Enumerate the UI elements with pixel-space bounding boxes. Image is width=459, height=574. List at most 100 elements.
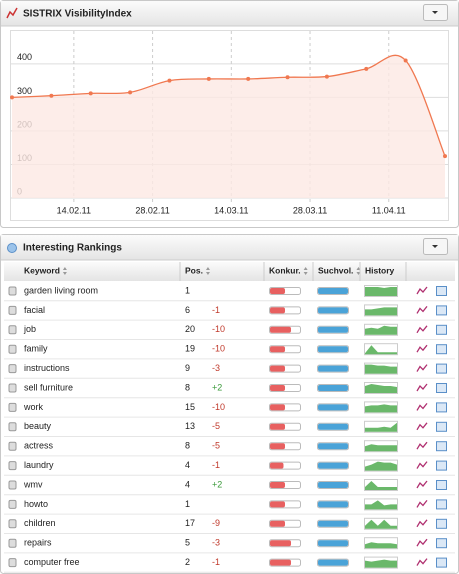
area xyxy=(12,55,445,198)
chart-link[interactable] xyxy=(416,499,428,508)
chart-link[interactable] xyxy=(416,286,428,295)
history-sparkline xyxy=(365,384,397,393)
x-tick-label: 14.03.11 xyxy=(214,205,248,215)
position-change: -9 xyxy=(212,518,220,528)
table-link[interactable] xyxy=(436,344,447,355)
konkur-bar xyxy=(270,423,285,430)
position: 13 xyxy=(185,421,195,431)
suchvol-bar xyxy=(318,288,348,294)
chart-link[interactable] xyxy=(416,519,428,528)
row-icon xyxy=(8,519,17,529)
point xyxy=(364,66,369,71)
row-icon xyxy=(8,402,17,412)
table-link[interactable] xyxy=(436,518,447,529)
position: 1 xyxy=(185,285,190,295)
history-sparkline xyxy=(365,307,397,316)
sort-arrows[interactable] xyxy=(356,267,361,275)
keyword: laundry xyxy=(24,460,54,470)
position-change: +2 xyxy=(212,382,222,392)
table-link[interactable] xyxy=(436,402,447,413)
history-sparkline xyxy=(365,364,397,374)
chart-link[interactable] xyxy=(416,325,428,334)
suchvol-bar xyxy=(318,540,348,547)
sort-arrows[interactable] xyxy=(303,267,308,275)
history-sparkline xyxy=(365,422,397,432)
keyword: howto xyxy=(24,499,48,509)
konkur-bar xyxy=(270,346,285,353)
table-link[interactable] xyxy=(436,363,447,374)
position-change: -3 xyxy=(212,538,220,548)
chart-link[interactable] xyxy=(416,305,428,314)
suchvol-bar xyxy=(318,423,348,430)
chart-link[interactable] xyxy=(416,422,428,431)
chart-link[interactable] xyxy=(416,558,428,566)
column-title[interactable]: Suchvol. xyxy=(318,265,353,275)
chart-link[interactable] xyxy=(416,364,428,372)
panel-icon xyxy=(7,243,17,253)
panel-header xyxy=(1,235,458,260)
position-change: -1 xyxy=(212,557,220,567)
konkur-bar xyxy=(270,559,291,566)
konkur-bar xyxy=(270,462,284,469)
keyword: actress xyxy=(24,441,54,451)
keyword: family xyxy=(24,344,48,354)
x-tick-label: 28.03.11 xyxy=(293,205,327,215)
table-link[interactable] xyxy=(436,441,447,452)
chart-link[interactable] xyxy=(416,538,428,547)
konkur-bar xyxy=(270,404,285,411)
column-title[interactable]: History xyxy=(365,265,395,275)
suchvol-bar xyxy=(318,307,348,314)
table-link[interactable] xyxy=(436,480,447,490)
suchvol-bar xyxy=(318,520,348,527)
keyword: work xyxy=(23,402,44,412)
keyword: facial xyxy=(24,305,45,315)
konkur-bar xyxy=(270,443,285,450)
position: 5 xyxy=(185,538,190,548)
konkur-bar xyxy=(270,482,285,488)
table-link[interactable] xyxy=(436,557,447,568)
position-change: -10 xyxy=(212,344,225,354)
position-change: -10 xyxy=(212,324,225,334)
table-link[interactable] xyxy=(436,499,447,510)
table-link[interactable] xyxy=(436,383,447,393)
keyword: repairs xyxy=(24,538,52,548)
table-link[interactable] xyxy=(436,305,447,316)
table-link[interactable] xyxy=(436,421,447,432)
history-sparkline xyxy=(365,542,397,549)
row-icon xyxy=(8,364,17,374)
chart-link[interactable] xyxy=(416,441,428,450)
sort-arrows[interactable] xyxy=(205,267,210,275)
sort-arrows[interactable] xyxy=(62,267,67,275)
position: 1 xyxy=(185,499,190,509)
position: 2 xyxy=(185,557,190,567)
chart-link[interactable] xyxy=(416,480,428,489)
chart-link[interactable] xyxy=(416,344,428,353)
chart-link[interactable] xyxy=(416,461,428,469)
point xyxy=(10,95,14,100)
position: 8 xyxy=(185,441,190,451)
x-tick-label: 28.02.11 xyxy=(135,205,169,215)
column-title[interactable]: Keyword xyxy=(24,265,60,275)
suchvol-bar xyxy=(318,326,348,333)
position: 15 xyxy=(185,402,195,412)
row-icon xyxy=(8,422,17,432)
row-icon xyxy=(8,441,17,451)
position: 19 xyxy=(185,344,195,354)
chart-link[interactable] xyxy=(416,383,428,392)
keyword: job xyxy=(23,324,36,334)
konkur-bar xyxy=(270,501,285,508)
history-sparkline xyxy=(365,461,397,471)
position: 4 xyxy=(185,460,190,470)
table-link[interactable] xyxy=(436,538,447,549)
column-title[interactable]: Konkur. xyxy=(269,265,301,275)
column-title[interactable]: Pos. xyxy=(185,265,203,275)
konkur-bar xyxy=(270,365,285,372)
point xyxy=(246,76,251,81)
konkur-bar xyxy=(270,540,291,547)
history-sparkline xyxy=(365,481,397,490)
table-link[interactable] xyxy=(436,460,447,471)
suchvol-bar xyxy=(318,559,348,566)
chart-link[interactable] xyxy=(416,402,428,411)
table-link[interactable] xyxy=(436,286,447,296)
table-link[interactable] xyxy=(436,324,447,335)
